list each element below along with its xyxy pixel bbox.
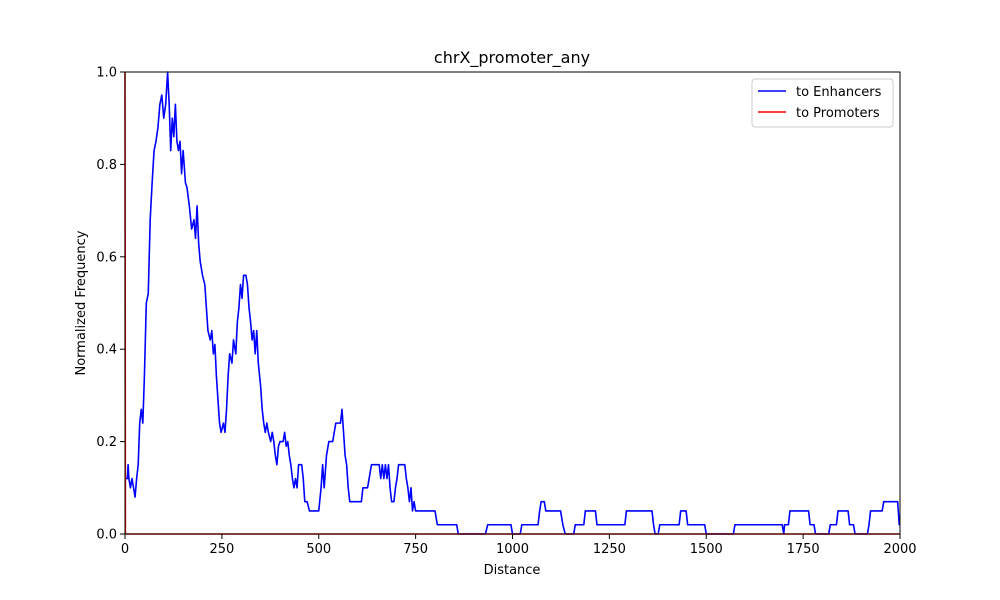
y-tick-label: 0.4 bbox=[96, 343, 117, 358]
x-axis: 0 250 500 750 1000 1250 1500 1750 2000 bbox=[121, 534, 917, 557]
x-tick-label: 1250 bbox=[593, 542, 626, 557]
x-tick-label: 750 bbox=[403, 542, 428, 557]
y-axis-label: Normalized Frequency bbox=[74, 230, 89, 375]
chart-title: chrX_promoter_any bbox=[434, 48, 590, 68]
legend-label-promoters: to Promoters bbox=[796, 106, 880, 121]
y-tick-label: 0.2 bbox=[96, 435, 117, 450]
x-tick-label: 500 bbox=[306, 542, 331, 557]
x-tick-label: 2000 bbox=[883, 542, 916, 557]
y-tick-label: 0.8 bbox=[96, 158, 117, 173]
x-tick-label: 1000 bbox=[496, 542, 529, 557]
x-tick-label: 250 bbox=[209, 542, 234, 557]
y-axis: 0.0 0.2 0.4 0.6 0.8 1.0 bbox=[96, 66, 125, 543]
x-tick-label: 1750 bbox=[787, 542, 820, 557]
legend: to Enhancers to Promoters bbox=[751, 78, 894, 128]
legend-box bbox=[751, 78, 894, 128]
x-tick-label: 0 bbox=[121, 542, 129, 557]
x-tick-label: 1500 bbox=[690, 542, 723, 557]
y-tick-label: 0.6 bbox=[96, 250, 117, 265]
y-tick-label: 0.0 bbox=[96, 528, 117, 543]
y-tick-label: 1.0 bbox=[96, 66, 117, 81]
series-line-0 bbox=[125, 71, 901, 535]
x-axis-label: Distance bbox=[484, 563, 541, 578]
legend-label-enhancers: to Enhancers bbox=[796, 85, 882, 100]
